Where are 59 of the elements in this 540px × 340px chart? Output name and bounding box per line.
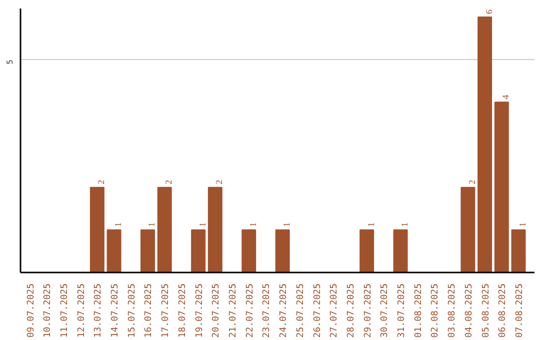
bar <box>275 229 290 272</box>
bar <box>191 229 206 272</box>
bar <box>157 186 172 272</box>
bar <box>494 102 509 272</box>
data-label: 1 <box>282 222 292 227</box>
data-label: 6 <box>484 9 494 14</box>
data-label: 1 <box>248 222 258 227</box>
bar <box>511 229 526 272</box>
x-tick-label: 02.08.2025 <box>430 283 441 338</box>
x-tick-label: 25.07.2025 <box>296 283 306 338</box>
x-tick-label: 17.07.2025 <box>161 283 172 338</box>
x-tick-label: 20.07.2025 <box>212 283 222 338</box>
x-tick-label: 03.08.2025 <box>448 283 458 338</box>
data-label: 1 <box>366 222 376 227</box>
x-tick-label: 26.07.2025 <box>312 283 323 338</box>
y-tick-label: 5 <box>6 59 14 64</box>
x-tick-label: 30.07.2025 <box>380 283 390 338</box>
bar <box>208 186 222 272</box>
x-tick-label: 11.07.2025 <box>60 283 70 338</box>
bar <box>242 229 256 272</box>
x-tick-label: 12.07.2025 <box>76 283 87 338</box>
x-tick-label: 05.08.2025 <box>481 283 492 338</box>
data-label: 1 <box>400 222 410 227</box>
x-tick-label: 31.07.2025 <box>397 283 408 338</box>
data-label: 2 <box>466 180 477 184</box>
data-label: 1 <box>517 222 528 227</box>
x-tick-label: 04.08.2025 <box>464 283 474 338</box>
x-tick-label: 09.07.2025 <box>26 283 36 338</box>
data-label: 4 <box>500 94 511 100</box>
bar <box>478 16 492 272</box>
x-tick-label: 14.07.2025 <box>110 283 121 338</box>
x-tick-label: 29.07.2025 <box>363 283 374 338</box>
x-tick-label: 19.07.2025 <box>194 283 205 338</box>
data-label: 2 <box>164 180 174 184</box>
bar <box>460 186 476 272</box>
data-label: 2 <box>214 180 224 184</box>
x-tick-label: 16.07.2025 <box>144 283 154 338</box>
data-label: 1 <box>197 222 208 227</box>
bar <box>140 229 155 272</box>
bar <box>106 229 122 272</box>
x-tick-label: 01.08.2025 <box>414 283 424 338</box>
x-tick-label: 10.07.2025 <box>43 283 54 338</box>
bar <box>90 186 104 272</box>
x-tick-label: 23.07.2025 <box>262 283 272 338</box>
x-tick-label: 24.07.2025 <box>279 283 290 338</box>
x-tick-label: 28.07.2025 <box>346 283 356 338</box>
x-tick-label: 06.08.2025 <box>498 283 508 338</box>
data-label: 1 <box>146 222 157 227</box>
x-tick-label: 21.07.2025 <box>228 283 238 338</box>
bar <box>393 229 408 272</box>
x-tick-label: 22.07.2025 <box>245 283 256 338</box>
data-label: 2 <box>96 180 106 184</box>
x-tick-label: 27.07.2025 <box>330 283 340 338</box>
x-tick-label: 07.08.2025 <box>514 283 525 338</box>
x-tick-label: 15.07.2025 <box>127 283 138 338</box>
bar <box>360 229 374 272</box>
x-tick-label: 18.07.2025 <box>178 283 188 338</box>
x-tick-label: 13.07.2025 <box>94 283 104 338</box>
data-label: 1 <box>113 222 124 227</box>
